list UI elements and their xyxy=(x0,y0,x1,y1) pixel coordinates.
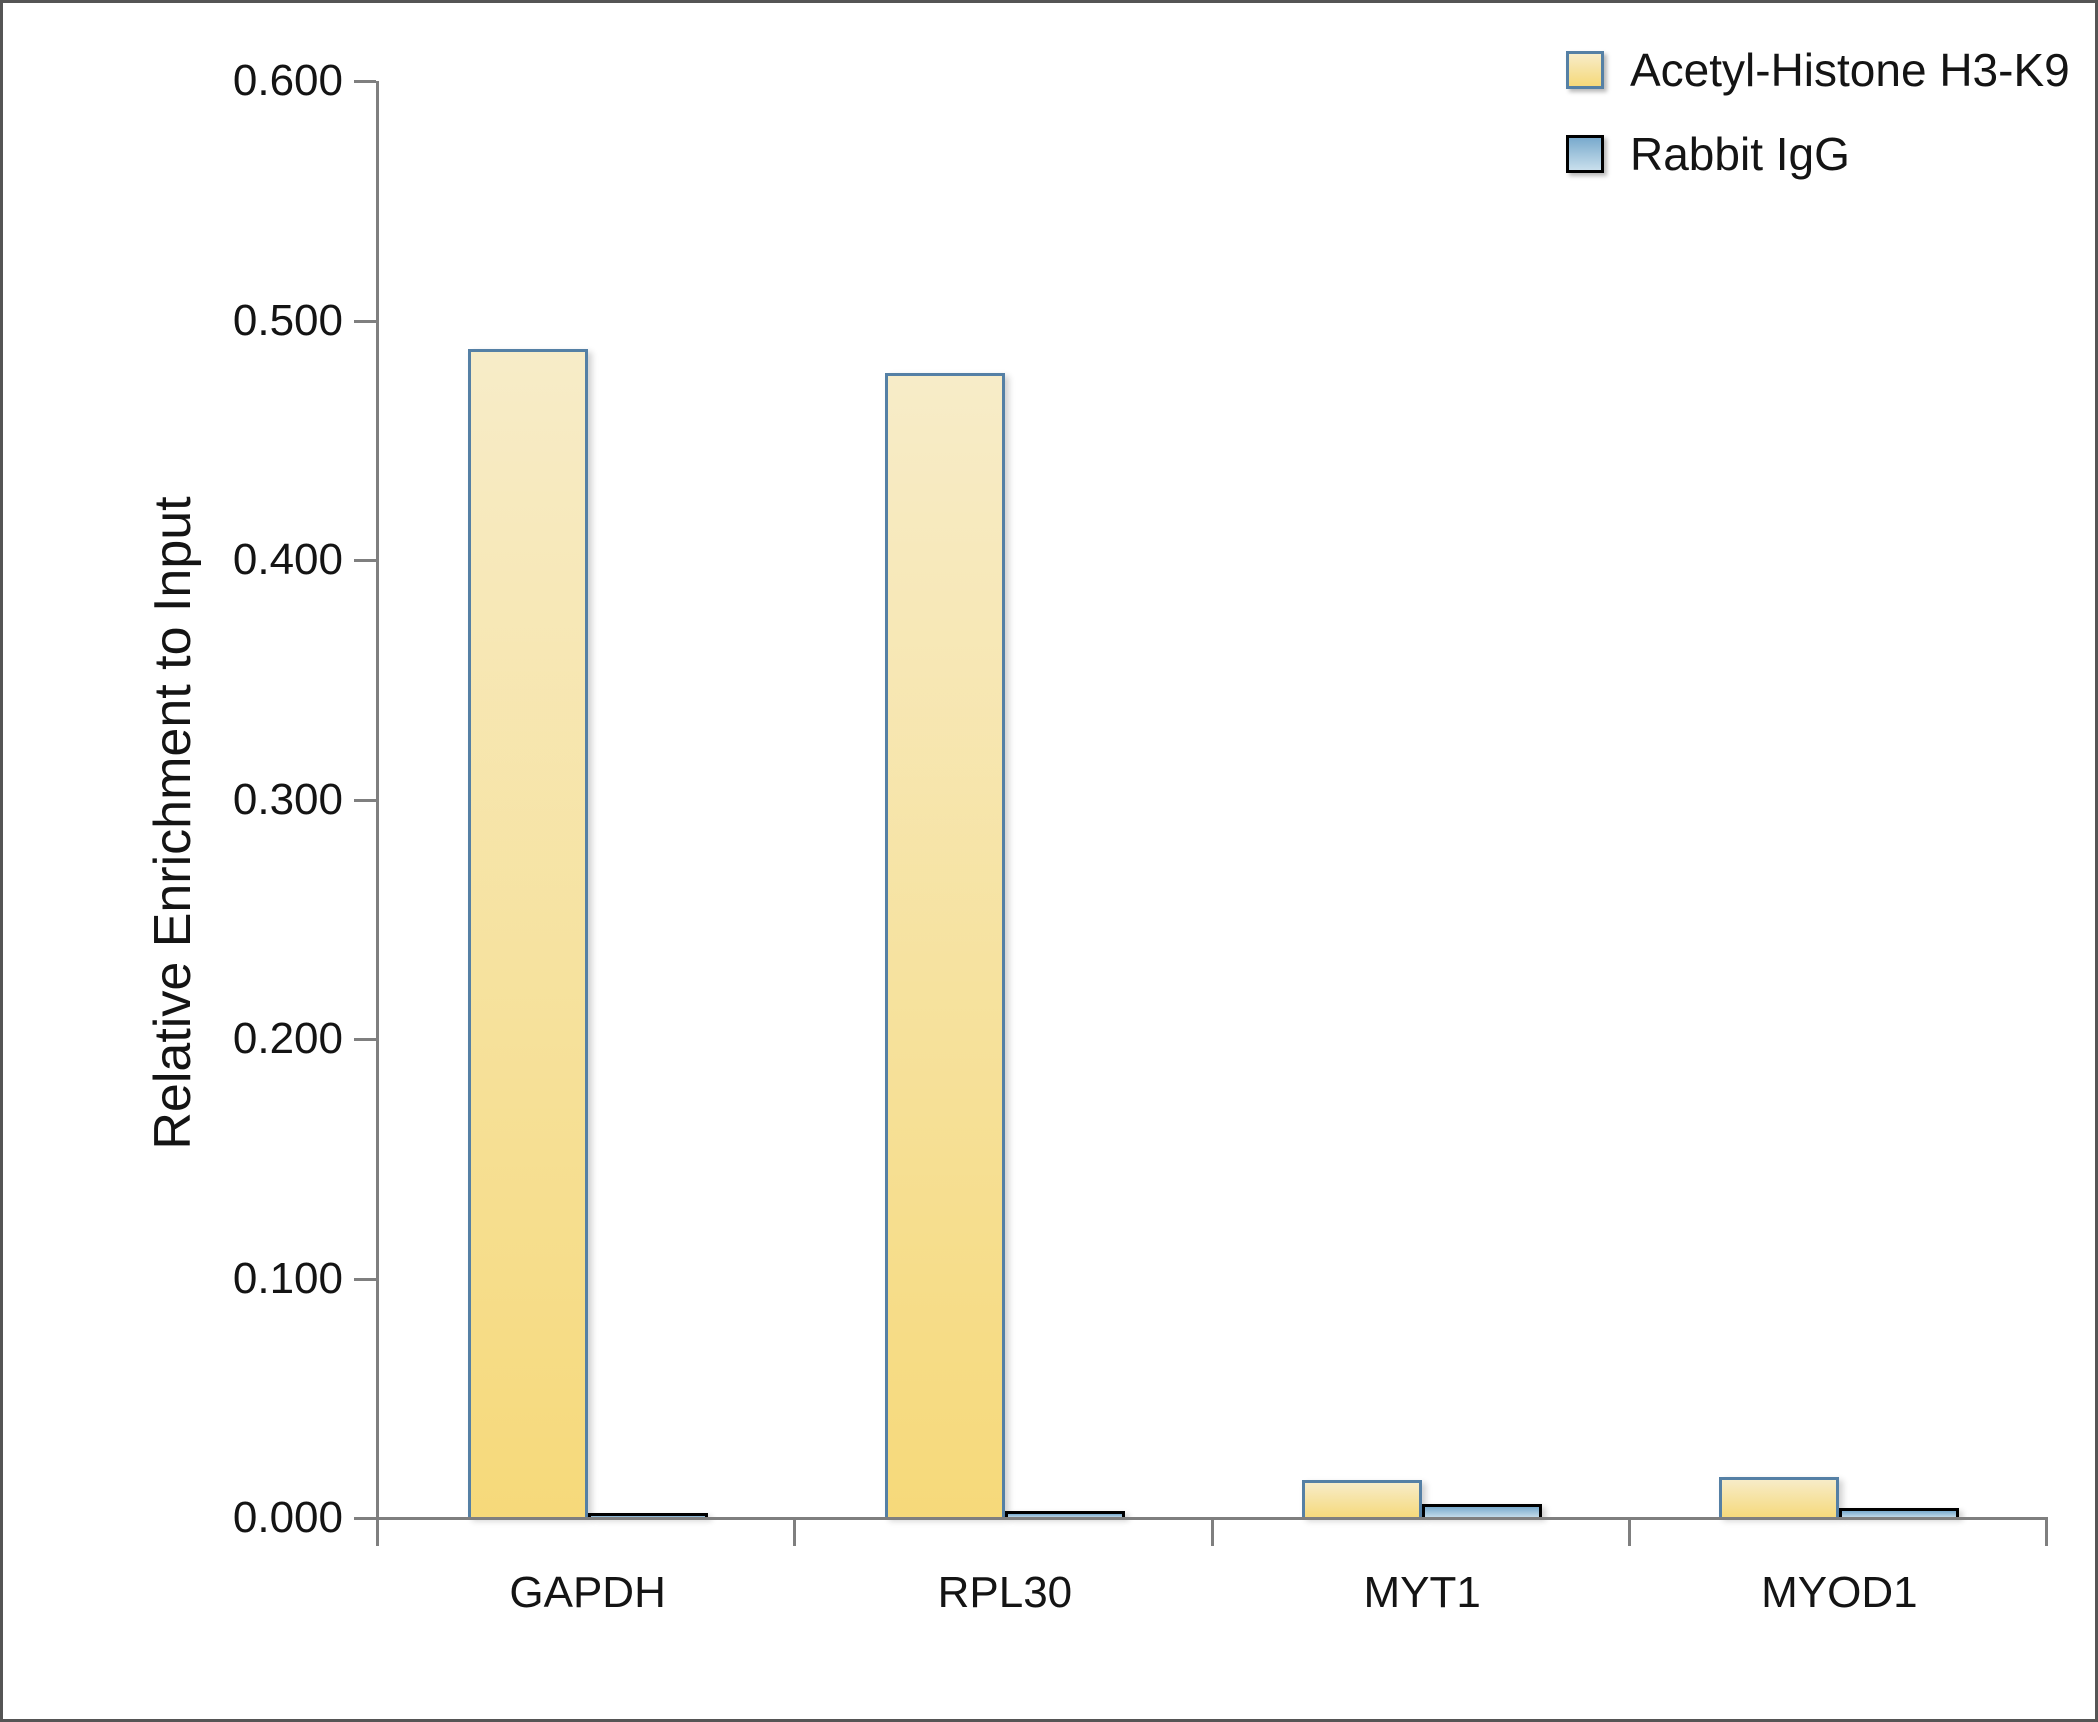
y-tick-label-0.300: 0.300 xyxy=(232,774,343,824)
bar-gapdh-acetyl-histone-h3-k9 xyxy=(467,349,588,1518)
y-tick-label-0.200: 0.200 xyxy=(232,1014,343,1063)
y-tick-mark-0.100 xyxy=(354,1277,376,1281)
x-tick-mark-1 xyxy=(793,1518,797,1546)
y-tick-label-0.400: 0.400 xyxy=(232,535,343,584)
legend-swatch-acetyl-histone-h3-k9 xyxy=(1566,51,1604,89)
x-category-label-myod1: MYOD1 xyxy=(1761,1568,1918,1617)
y-tick-mark-0.400 xyxy=(354,559,376,562)
legend-label-acetyl-histone-h3-k9: Acetyl-Histone H3-K9 xyxy=(1630,44,2070,96)
y-tick-mark-0.300 xyxy=(354,798,376,802)
y-tick-label-0.000: 0.000 xyxy=(232,1493,343,1542)
legend-item-rabbit-igg: Rabbit IgG xyxy=(1566,127,2070,181)
legend: Acetyl-Histone H3-K9 Rabbit IgG xyxy=(1566,43,2070,211)
y-tick-label-0.100: 0.100 xyxy=(232,1253,343,1303)
x-tick-mark-3 xyxy=(1627,1518,1631,1546)
bar-gapdh-rabbit-igg xyxy=(587,1513,708,1518)
bar-myt1-acetyl-histone-h3-k9 xyxy=(1302,1480,1423,1518)
bar-myod1-acetyl-histone-h3-k9 xyxy=(1719,1477,1840,1518)
x-category-label-myt1: MYT1 xyxy=(1363,1568,1481,1617)
legend-label-rabbit-igg: Rabbit IgG xyxy=(1630,128,1850,180)
y-tick-label-0.600: 0.600 xyxy=(232,56,343,105)
x-tick-mark-4 xyxy=(2045,1518,2048,1546)
y-tick-mark-0.600 xyxy=(354,80,376,83)
x-category-label-rpl30: RPL30 xyxy=(937,1568,1073,1617)
y-tick-mark-0.500 xyxy=(354,319,376,323)
legend-item-acetyl-histone-h3-k9: Acetyl-Histone H3-K9 xyxy=(1566,43,2070,97)
bar-rpl30-acetyl-histone-h3-k9 xyxy=(884,373,1005,1518)
x-tick-mark-2 xyxy=(1210,1518,1214,1546)
x-axis-line xyxy=(376,1517,2048,1520)
bar-myt1-rabbit-igg xyxy=(1422,1504,1543,1518)
y-axis-line xyxy=(376,81,379,1546)
y-tick-label-0.500: 0.500 xyxy=(232,295,343,345)
y-tick-mark-0.000 xyxy=(354,1517,376,1520)
x-category-label-gapdh: GAPDH xyxy=(509,1568,666,1617)
bar-rpl30-rabbit-igg xyxy=(1004,1511,1125,1518)
legend-swatch-rabbit-igg xyxy=(1566,135,1604,173)
bar-myod1-rabbit-igg xyxy=(1839,1508,1960,1518)
y-tick-mark-0.200 xyxy=(354,1038,376,1041)
